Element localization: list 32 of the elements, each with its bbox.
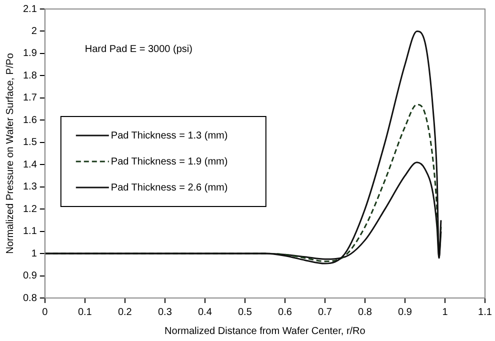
y-tick-label: 1.1 (22, 226, 38, 238)
x-tick-label: 0.6 (278, 306, 292, 318)
y-axis-title: Normalized Pressure on Wafer Surface, P/Po (4, 52, 16, 254)
x-tick-label: 0.5 (238, 306, 252, 318)
x-tick-label: 0.4 (198, 306, 212, 318)
x-tick-label: 0 (42, 306, 48, 318)
y-tick-label: 1.7 (22, 92, 38, 104)
x-tick-label: 1 (442, 306, 448, 318)
y-tick-label: 1 (31, 248, 38, 260)
legend-label: Pad Thickness = 1.3 (mm) (110, 130, 228, 142)
y-tick-label: 1.6 (22, 114, 38, 126)
y-tick-label: 1.8 (22, 70, 38, 82)
y-tick-label: 2.1 (22, 4, 38, 15)
annotation: Hard Pad E = 3000 (psi) (84, 44, 192, 55)
x-tick-label: 1.1 (478, 306, 492, 318)
x-axis-title: Normalized Distance from Wafer Center, r/Ro (164, 326, 366, 337)
x-tick-label: 0.3 (158, 306, 172, 318)
x-tick-label: 0.9 (398, 306, 412, 318)
y-tick-label: 1.2 (22, 204, 38, 215)
y-tick-label: 0.9 (22, 270, 38, 282)
y-tick-label: 1.3 (22, 182, 38, 193)
y-tick-label: 1.4 (22, 159, 38, 170)
legend-label: Pad Thickness = 2.6 (mm) (110, 182, 228, 194)
legend-label: Pad Thickness = 1.9 (mm) (110, 156, 228, 168)
y-tick-label: 1.5 (22, 137, 38, 148)
x-tick-label: 0.7 (318, 306, 332, 318)
y-tick-label: 1.9 (22, 48, 38, 60)
y-tick-label: 0.8 (22, 292, 38, 304)
x-tick-label: 0.8 (358, 306, 372, 318)
x-tick-label: 0.1 (78, 306, 92, 318)
x-tick-label: 0.2 (118, 306, 132, 318)
y-tick-label: 2 (31, 26, 38, 37)
